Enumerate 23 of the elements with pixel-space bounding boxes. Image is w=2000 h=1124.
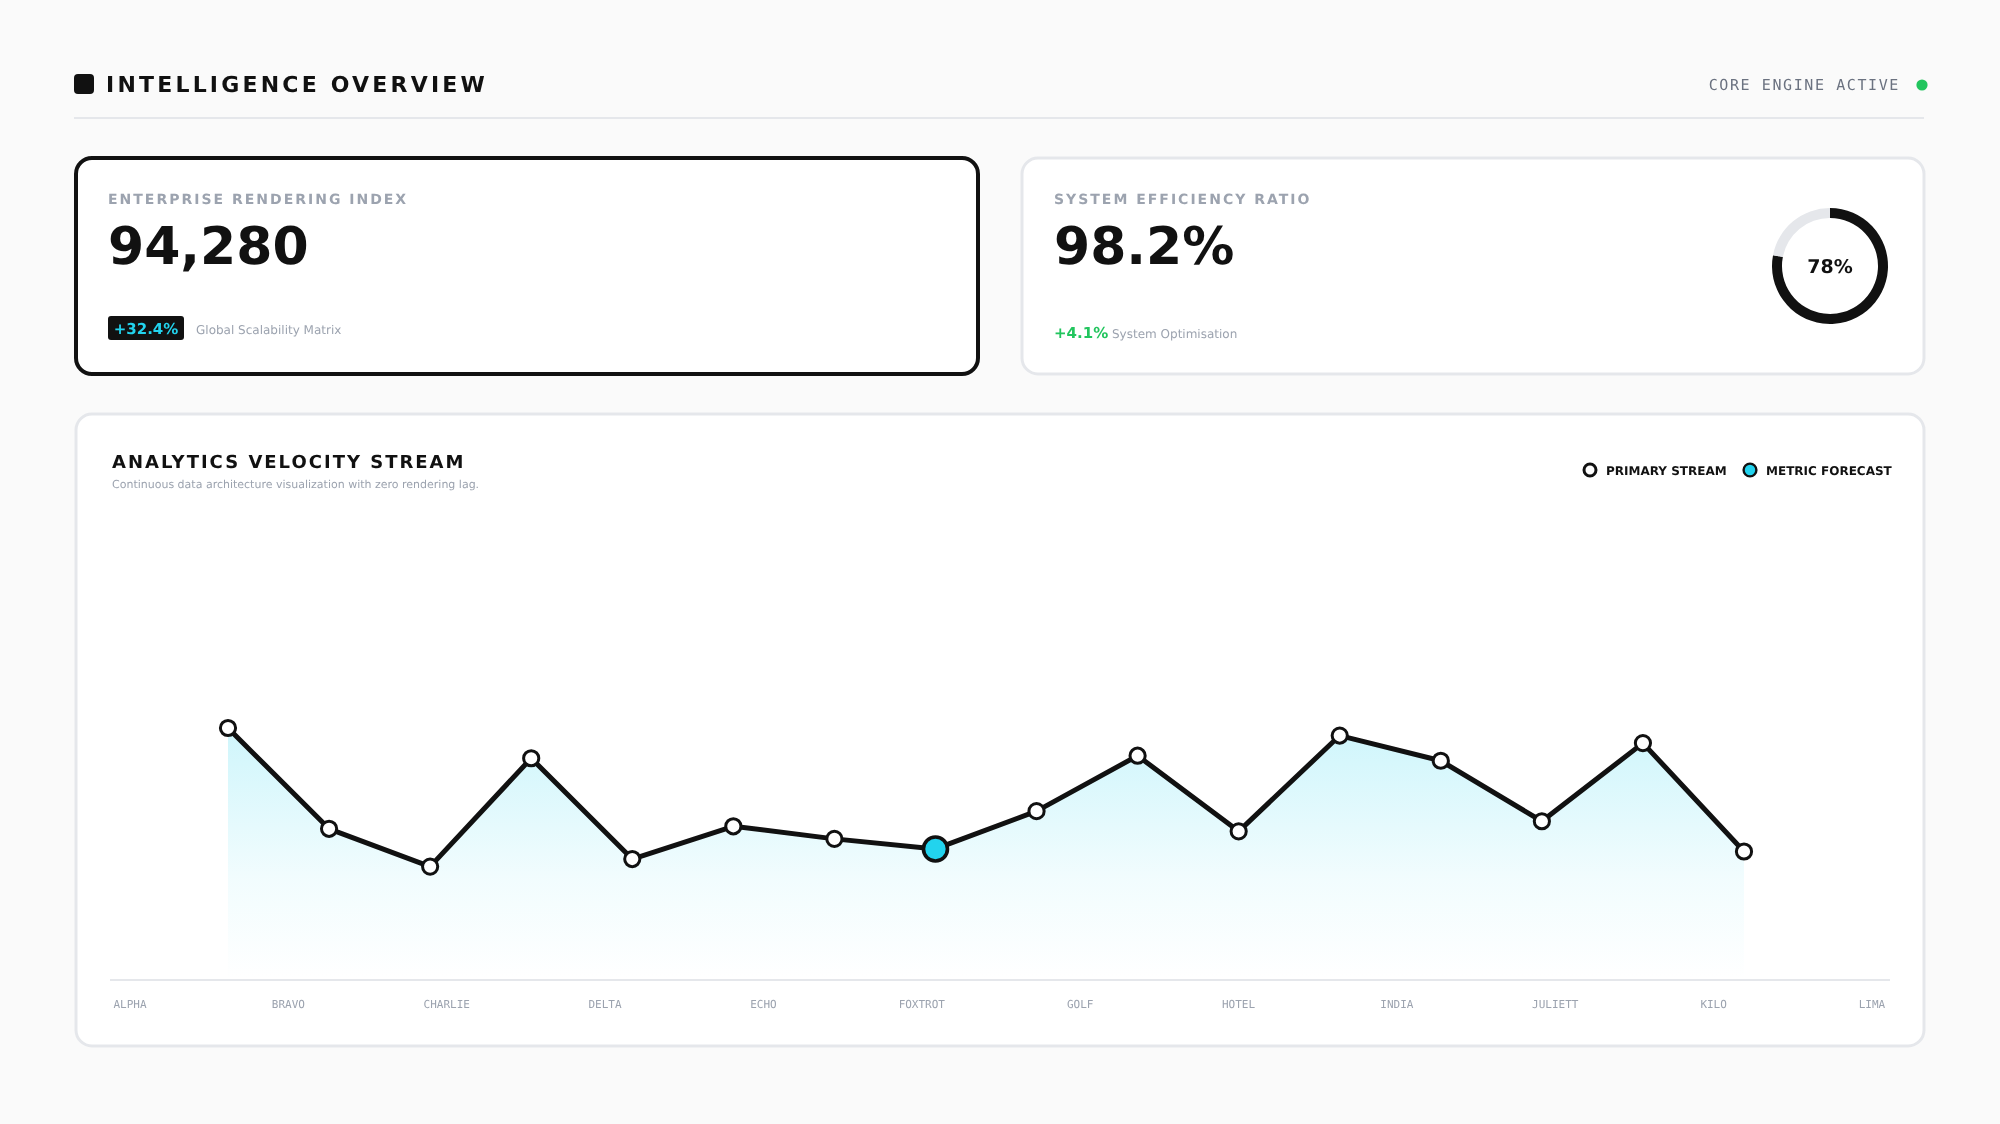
text: INTELLIGENCE OVERVIEW [106, 72, 488, 98]
point [1128, 746, 1147, 765]
point [1734, 842, 1754, 861]
point [921, 835, 950, 863]
text: 94,280 [108, 218, 309, 278]
text: 98.2% [1054, 218, 1235, 278]
donut-slice [1773, 208, 1830, 258]
point [1633, 734, 1653, 753]
point [1330, 726, 1349, 745]
point [1229, 822, 1248, 841]
donut-slice [1772, 208, 1888, 324]
point [1532, 812, 1551, 831]
point [724, 817, 743, 836]
point [825, 829, 844, 848]
point [319, 819, 339, 838]
chart-title: ANALYTICS VELOCITY STREAM [112, 454, 466, 474]
point [421, 857, 440, 876]
point [218, 718, 238, 738]
point [1027, 802, 1046, 821]
point [1431, 751, 1450, 770]
data-label: 78% [1807, 257, 1854, 279]
point [522, 749, 541, 768]
point [623, 849, 642, 869]
